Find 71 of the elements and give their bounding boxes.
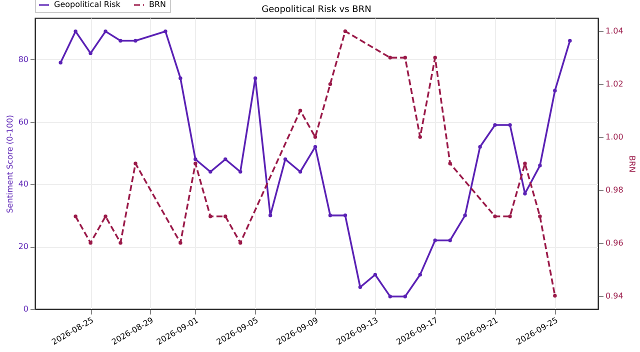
point [224, 157, 228, 162]
point [313, 144, 318, 149]
y-tick-label: 80 [18, 54, 28, 64]
y-tick-label: 60 [18, 117, 28, 126]
point [328, 214, 332, 218]
point [88, 51, 92, 56]
point [538, 164, 542, 168]
point [74, 214, 78, 218]
point [448, 238, 452, 242]
y-axis-title: Sentiment Score (0-100) [5, 114, 14, 214]
point [178, 76, 182, 80]
point [553, 294, 557, 298]
point [568, 38, 572, 43]
point [538, 214, 542, 218]
point [403, 294, 408, 298]
point [164, 30, 168, 34]
point [313, 135, 318, 139]
point [448, 162, 452, 166]
legend-label: BRN [149, 0, 166, 9]
point [208, 170, 212, 174]
chart-title: Geopolitical Risk vs BRN [262, 5, 372, 15]
point [358, 285, 362, 290]
point [553, 88, 557, 93]
point [283, 157, 288, 162]
point [118, 240, 122, 245]
point [104, 30, 108, 34]
point [58, 60, 62, 64]
point [238, 170, 242, 174]
point [178, 240, 182, 245]
point [403, 56, 408, 60]
y2-tick-label: 0.96 [606, 238, 624, 248]
point [343, 29, 348, 34]
point [493, 214, 497, 218]
point [433, 56, 437, 60]
y-tick-label: 40 [18, 180, 28, 189]
point [134, 38, 138, 43]
point [118, 38, 122, 43]
y2-tick-label: 1.02 [606, 80, 624, 89]
point [253, 76, 258, 80]
point [388, 294, 392, 298]
point [478, 144, 482, 149]
point [74, 30, 78, 34]
y2-tick-label: 0.94 [606, 291, 624, 300]
point [134, 162, 138, 166]
point [208, 214, 212, 218]
point [328, 82, 332, 86]
point [194, 162, 198, 166]
point [298, 170, 302, 174]
legend-label: Geopolitical Risk [54, 0, 121, 9]
point [298, 108, 302, 112]
point [418, 135, 422, 139]
point [224, 214, 228, 218]
point [194, 157, 198, 162]
y2-axis-title: BRN [627, 155, 636, 173]
point [343, 214, 348, 218]
point [104, 214, 108, 218]
y2-tick-label: 1.00 [606, 132, 624, 142]
point [463, 214, 467, 218]
y-tick-label: 0 [23, 304, 28, 314]
point [418, 272, 422, 277]
y2-tick-label: 0.98 [606, 185, 624, 194]
point [433, 238, 437, 242]
point [523, 162, 527, 166]
point [268, 214, 272, 218]
y2-tick-label: 1.04 [606, 26, 624, 36]
point [388, 56, 392, 60]
point [508, 123, 512, 127]
point [523, 192, 527, 196]
y-tick-label: 20 [18, 242, 28, 252]
point [508, 214, 512, 218]
point [493, 123, 497, 127]
